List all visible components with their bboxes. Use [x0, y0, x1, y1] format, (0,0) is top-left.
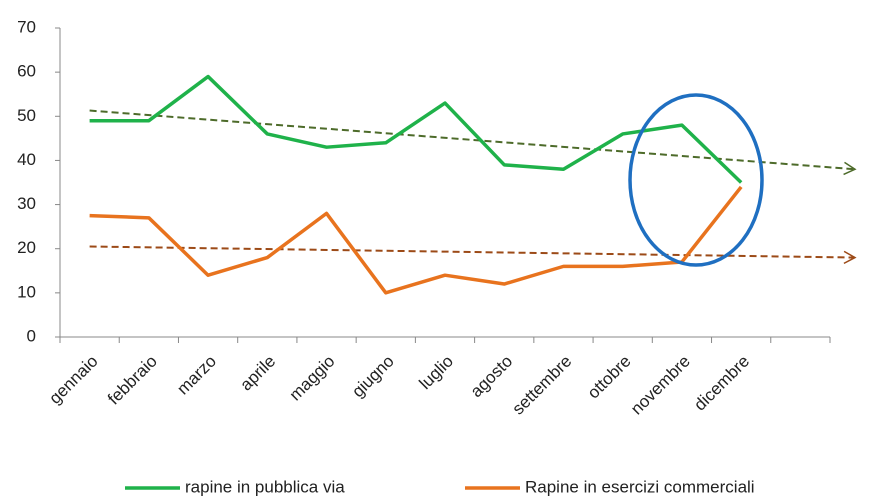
x-tick-label: aprile	[236, 352, 279, 395]
x-tick-label: marzo	[173, 352, 220, 399]
highlight-ellipse	[628, 93, 764, 267]
x-tick-label: agosto	[467, 352, 517, 402]
y-tick-label: 70	[17, 17, 36, 36]
x-tick-label: maggio	[286, 352, 339, 405]
y-tick-label: 40	[17, 150, 36, 169]
y-tick-label: 10	[17, 282, 36, 301]
x-tick-label: giugno	[348, 352, 398, 402]
legend-label: Rapine in esercizi commerciali	[525, 477, 755, 496]
y-tick-label: 50	[17, 106, 36, 125]
series-line	[89, 74, 743, 184]
series-line	[89, 185, 743, 295]
x-tick-label: ottobre	[584, 352, 635, 403]
trend-line	[89, 109, 857, 176]
x-tick-label: luglio	[415, 352, 457, 394]
x-tick-label: febbraio	[104, 352, 161, 409]
y-tick-label: 0	[27, 326, 36, 345]
y-tick-label: 30	[17, 194, 36, 213]
y-tick-label: 20	[17, 238, 36, 257]
x-tick-label: settembre	[509, 352, 576, 419]
y-tick-label: 60	[17, 62, 36, 81]
x-tick-label: dicembre	[690, 352, 753, 415]
plot-area: 0 10 20 30 40 50 60 70 gennaio febbraio marzo april…	[17, 17, 857, 496]
x-tick-label: novembre	[627, 352, 694, 419]
trend-line	[89, 245, 857, 265]
x-tick-label: gennaio	[45, 352, 101, 408]
legend-label: rapine in pubblica via	[185, 477, 345, 496]
